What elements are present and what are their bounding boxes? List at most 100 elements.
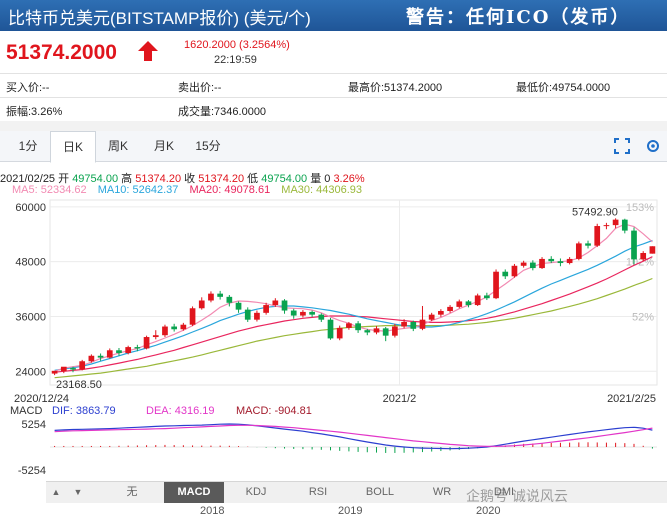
open-label: 开	[58, 173, 70, 185]
indicator-boll[interactable]: BOLL	[365, 486, 395, 498]
candle-body	[336, 327, 343, 339]
candle-body	[465, 301, 472, 306]
candle-body	[88, 355, 95, 362]
candle-body	[51, 370, 58, 374]
macd-title: MACD	[10, 405, 42, 417]
quote-time: 22:19:59	[214, 54, 257, 66]
high-price: 最高价:51374.2000	[348, 82, 443, 94]
min-annotation: 23168.50	[56, 379, 102, 391]
candle-body	[152, 335, 159, 338]
scroll-down-icon[interactable]: ▼	[73, 487, 83, 497]
macd-dif-label: DIF: 3863.79	[52, 405, 116, 417]
x-label-start: 2020/12/24	[14, 393, 69, 405]
high-value: 51374.20	[135, 173, 182, 185]
candle-body	[456, 301, 463, 307]
macd-tick-bottom: -5254	[18, 465, 46, 477]
indicator-none[interactable]: 无	[126, 486, 138, 498]
tab-15min[interactable]: 15分	[195, 139, 221, 153]
scroll-up-icon[interactable]: ▲	[51, 487, 61, 497]
ma-legend: MA5: 52334.62 MA10: 52642.37 MA20: 49078…	[0, 184, 362, 196]
indicator-kdj[interactable]: KDJ	[245, 486, 267, 498]
candle-body	[272, 300, 279, 306]
candle-body	[419, 319, 426, 329]
ma20-line	[54, 256, 653, 373]
candle-body	[649, 246, 656, 254]
candle-body	[79, 361, 86, 370]
y-tick-label: 60000	[15, 202, 46, 214]
y-tick-label: 24000	[15, 366, 46, 378]
candle-body	[235, 302, 242, 310]
low-price: 最低价:49754.0000	[516, 82, 611, 94]
candle-body	[502, 271, 509, 277]
candle-body	[585, 243, 591, 246]
stats-row-1: 买入价:-- 卖出价:-- 最高价:51374.2000 最低价:49754.0…	[0, 73, 667, 98]
candle-body	[373, 328, 380, 333]
candle-body	[125, 347, 132, 354]
ohlc-date: 2021/02/25	[0, 173, 56, 185]
candle-body	[171, 326, 178, 330]
candle-body	[428, 314, 435, 320]
candle-body	[493, 271, 499, 299]
candle-body	[281, 300, 288, 311]
year-2020: 2020	[476, 505, 501, 517]
candle-body	[97, 355, 104, 358]
candle-body	[575, 243, 582, 259]
candle-body	[134, 347, 141, 349]
open-value: 49754.00	[72, 173, 119, 185]
candle-body	[162, 326, 168, 336]
indicator-wr[interactable]: WR	[432, 486, 452, 498]
candle-body	[143, 337, 150, 349]
page-title: 比特币兑美元(BITSTAMP报价) (美元/个)	[8, 9, 311, 28]
candle-body	[447, 306, 453, 311]
tab-1min[interactable]: 1分	[18, 139, 38, 153]
candle-body	[603, 225, 610, 227]
volume-value: 0	[324, 173, 331, 185]
candlestick-chart: 60000480003600024000153%102%52%57492.902…	[10, 199, 658, 477]
candle-body	[106, 350, 113, 358]
ma5-label: MA5: 52334.62	[12, 184, 87, 196]
candle-body	[364, 330, 371, 333]
settings-icon[interactable]	[645, 138, 661, 154]
indicator-toolbar: ▲ ▼ 无 MACD KDJ RSI BOLL WR DMI	[46, 481, 667, 503]
ask-price: 卖出价:--	[178, 82, 222, 94]
candle-body	[70, 368, 76, 370]
candle-body	[180, 324, 187, 330]
candle-body	[60, 366, 67, 372]
macd-value-label: MACD: -904.81	[236, 405, 312, 417]
indicator-macd[interactable]: MACD	[164, 482, 224, 503]
candle-body	[511, 265, 518, 277]
candle-body	[529, 262, 536, 269]
x-label-end: 2021/2/25	[607, 393, 656, 405]
candle-body	[612, 219, 619, 226]
candle-body	[198, 300, 205, 309]
tab-daily-k[interactable]: 日K	[50, 131, 96, 163]
candle-body	[631, 230, 637, 260]
max-annotation: 57492.90	[572, 206, 618, 218]
candle-body	[640, 252, 647, 260]
candle-body	[217, 293, 223, 297]
fullscreen-icon[interactable]	[614, 138, 630, 154]
candle-body	[539, 258, 545, 269]
ohlc-legend: 2021/02/25 开 49754.00 高 51374.20 收 51374…	[0, 170, 365, 186]
period-tabs: 1分 日K 周K 月K 15分	[0, 131, 667, 163]
stats-row-2: 振幅:3.26% 成交量:7346.0000	[0, 97, 667, 122]
x-label-mid: 2021/2	[383, 393, 417, 405]
ma30-line	[54, 277, 653, 379]
candle-body	[309, 311, 315, 315]
volume-label: 量	[310, 173, 322, 185]
change-pct: 3.26%	[333, 173, 365, 185]
macd-dea-line	[54, 424, 653, 447]
year-2019: 2019	[338, 505, 363, 517]
ma10-line	[54, 239, 653, 371]
candle-body	[244, 309, 251, 320]
indicator-rsi[interactable]: RSI	[308, 486, 328, 498]
tab-monthly-k[interactable]: 月K	[153, 139, 174, 153]
candle-body	[254, 312, 260, 320]
candle-body	[355, 323, 361, 331]
ma30-label: MA30: 44306.93	[281, 184, 363, 196]
tab-weekly-k[interactable]: 周K	[107, 139, 128, 153]
indicator-dmi[interactable]: DMI	[493, 486, 515, 498]
candle-body	[318, 314, 325, 320]
candle-body	[621, 219, 628, 231]
candle-body	[520, 262, 527, 266]
